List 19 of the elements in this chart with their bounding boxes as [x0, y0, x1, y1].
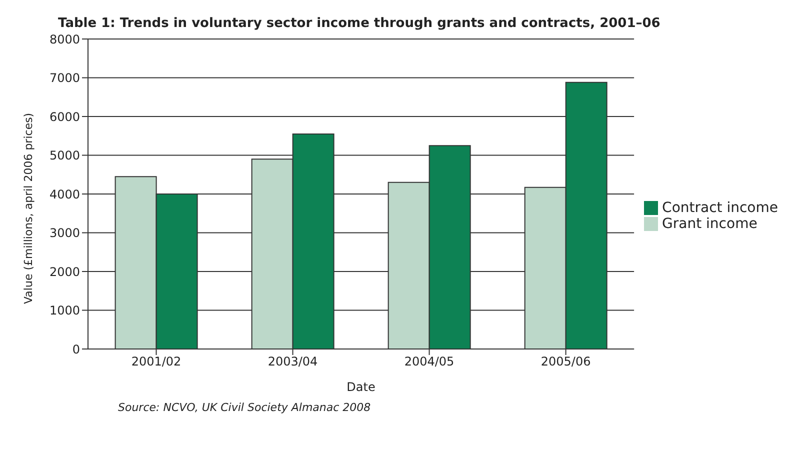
- y-tick-label: 8000: [49, 32, 80, 46]
- legend-label: Contract income: [662, 200, 778, 216]
- y-tick-label: 1000: [49, 304, 80, 318]
- source-note: Source: NCVO, UK Civil Society Almanac 2008: [118, 401, 372, 414]
- y-tick-label: 7000: [49, 71, 80, 86]
- y-tick-label: 5000: [49, 148, 80, 163]
- y-tick-label: 0: [72, 342, 80, 356]
- y-axis-title: Value (£millions, april 2006 prices): [22, 112, 35, 304]
- x-tick-label: 2003/04: [268, 354, 318, 369]
- y-tick-label: 6000: [49, 110, 80, 124]
- x-axis-title: Date: [346, 380, 376, 394]
- x-tick-label: 2004/05: [404, 354, 454, 369]
- y-tick-label: 3000: [49, 226, 80, 240]
- y-tick-label: 2000: [49, 264, 80, 279]
- chart-title: Table 1: Trends in voluntary sector income through grants and contracts, 2001–06: [58, 15, 662, 31]
- x-tick-label: 2005/06: [540, 354, 591, 369]
- x-tick-label: 2001/02: [131, 354, 182, 369]
- legend-label: Grant income: [662, 216, 758, 232]
- y-tick-label: 4000: [49, 187, 80, 202]
